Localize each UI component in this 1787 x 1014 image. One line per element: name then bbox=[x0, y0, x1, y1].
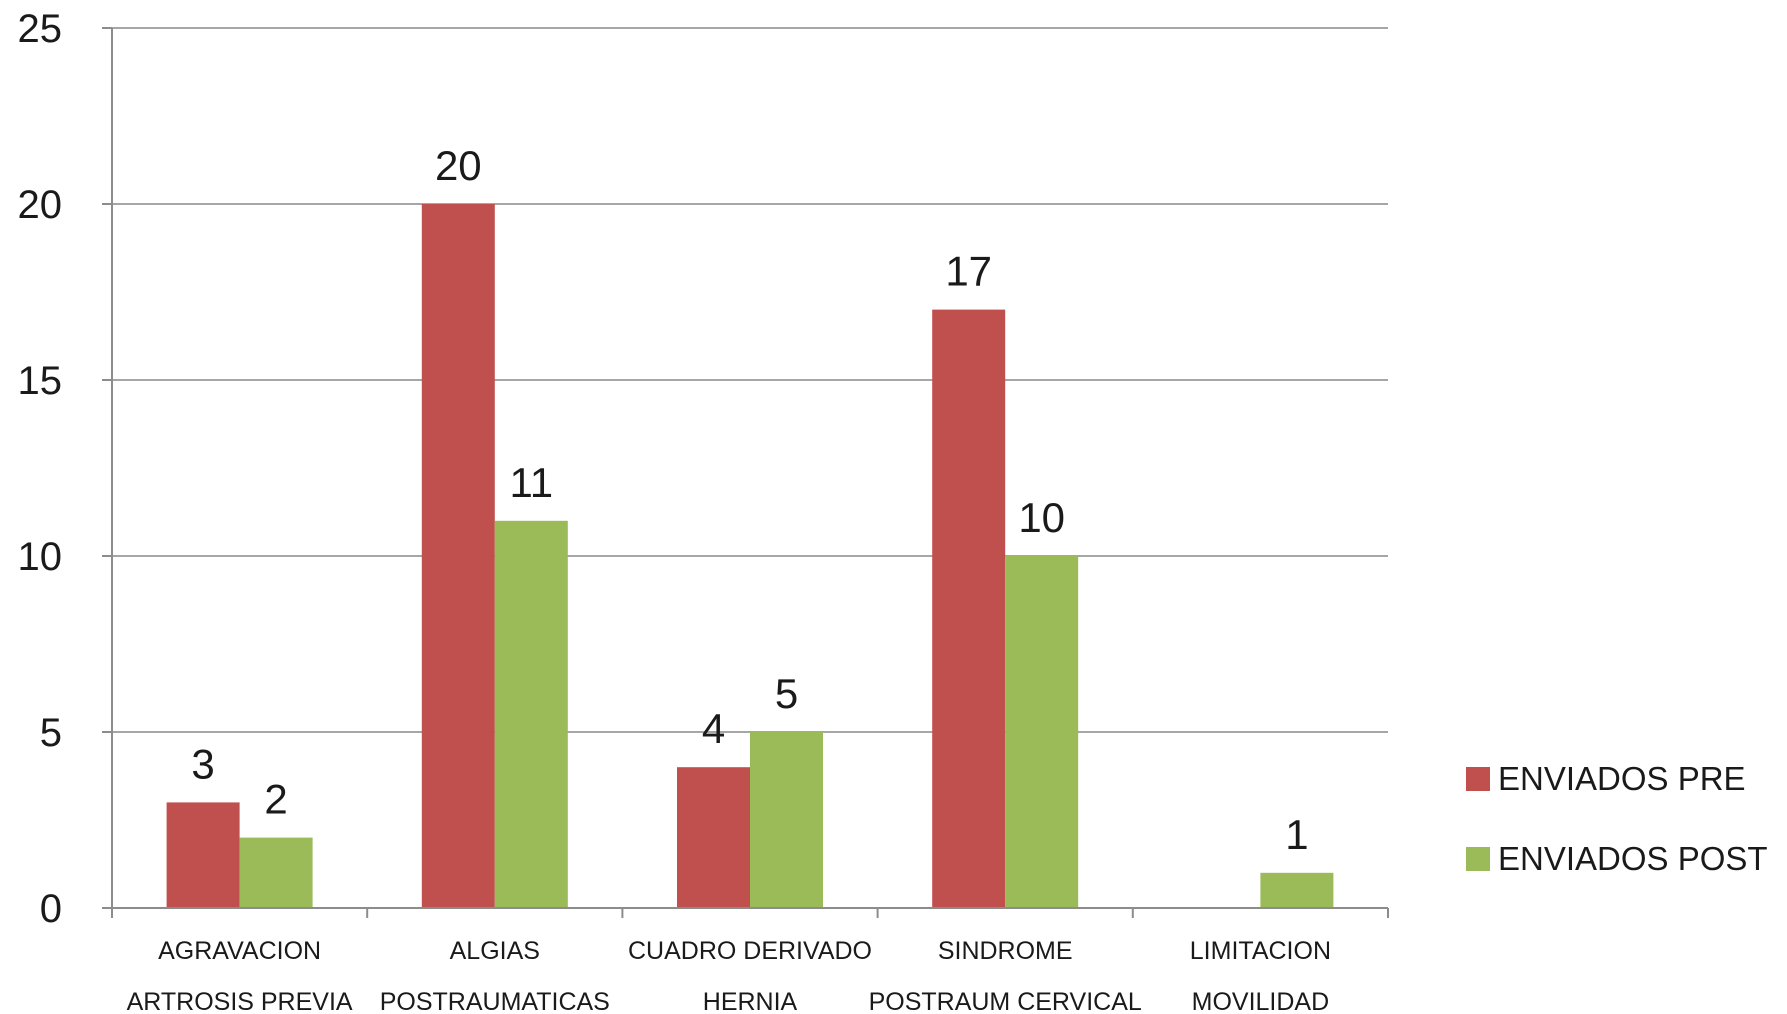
x-tick-label: LIMITACION MOVILIDAD bbox=[1190, 937, 1331, 1014]
x-tick-label: CUADRO DERIVADO HERNIA bbox=[628, 937, 872, 1014]
data-label: 20 bbox=[435, 142, 482, 189]
legend-label: ENVIADOS POST bbox=[1498, 840, 1768, 877]
axes bbox=[111, 28, 1389, 918]
bar bbox=[1260, 872, 1334, 908]
data-label: 3 bbox=[191, 740, 214, 787]
bar bbox=[421, 204, 495, 908]
y-tick-label: 15 bbox=[18, 359, 63, 403]
bar bbox=[677, 767, 750, 908]
bar bbox=[166, 802, 240, 908]
gridlines bbox=[112, 27, 1388, 733]
bar bbox=[750, 732, 823, 908]
x-tick-label: ALGIAS POSTRAUMATICAS bbox=[380, 937, 610, 1014]
y-tick-label: 20 bbox=[18, 183, 63, 227]
data-label: 1 bbox=[1285, 811, 1308, 858]
y-tick-label: 5 bbox=[40, 711, 62, 755]
legend-label: ENVIADOS PRE bbox=[1498, 760, 1746, 797]
bar bbox=[1005, 556, 1079, 908]
bars bbox=[166, 204, 1334, 909]
y-tick-label: 10 bbox=[18, 535, 63, 579]
legend: ENVIADOS PRE ENVIADOS POST bbox=[1466, 760, 1768, 877]
legend-swatch bbox=[1466, 767, 1490, 791]
y-tick-label: 0 bbox=[40, 887, 62, 931]
x-tick-label: SINDROME POSTRAUM CERVICAL bbox=[869, 937, 1142, 1014]
y-tick-label: 25 bbox=[18, 7, 63, 51]
y-axis-ticks: 0 5 10 15 20 25 bbox=[18, 7, 112, 931]
x-axis-labels: AGRAVACION ARTROSIS PREVIA ALGIAS POSTRAUMA… bbox=[127, 937, 1331, 1014]
data-label: 17 bbox=[945, 248, 992, 295]
bar bbox=[932, 309, 1006, 909]
bar bbox=[239, 837, 313, 908]
data-label: 10 bbox=[1018, 494, 1065, 541]
data-label: 2 bbox=[264, 776, 287, 823]
data-label: 4 bbox=[702, 705, 725, 752]
x-tick-label: AGRAVACION ARTROSIS PREVIA bbox=[127, 937, 353, 1014]
bar bbox=[494, 520, 568, 908]
data-label: 11 bbox=[509, 459, 553, 506]
data-labels: 3 20 4 17 2 11 5 10 1 bbox=[191, 142, 1308, 858]
legend-swatch bbox=[1466, 847, 1490, 871]
data-label: 5 bbox=[775, 670, 798, 717]
